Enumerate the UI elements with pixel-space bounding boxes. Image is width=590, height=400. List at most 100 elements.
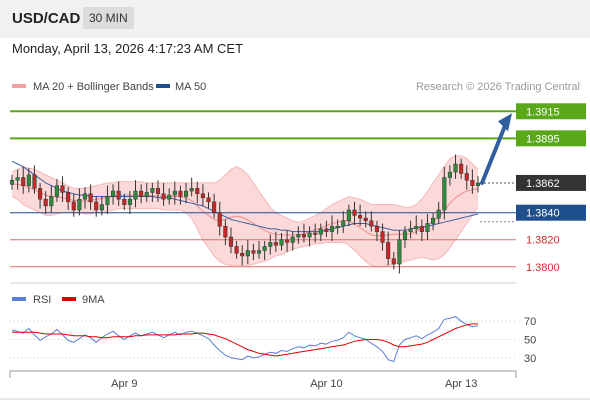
candle-body bbox=[212, 201, 217, 213]
bollinger-fill bbox=[12, 155, 478, 267]
candle bbox=[223, 219, 228, 246]
candle-body bbox=[240, 253, 245, 257]
candle bbox=[206, 192, 211, 209]
candle bbox=[77, 188, 82, 216]
candle-body bbox=[341, 220, 346, 227]
candle-body bbox=[346, 209, 351, 222]
candle bbox=[167, 188, 172, 205]
symbol-title: USD/CAD bbox=[12, 10, 81, 27]
candle-body bbox=[105, 196, 110, 205]
candle bbox=[217, 201, 222, 236]
candle bbox=[21, 166, 26, 194]
candle bbox=[240, 245, 245, 266]
time-tick-label: Apr 10 bbox=[310, 378, 342, 390]
rsi-tick-label: 50 bbox=[524, 335, 536, 347]
candle bbox=[38, 182, 43, 209]
candle bbox=[363, 211, 368, 228]
candle bbox=[464, 165, 469, 190]
rsi-tick-label: 30 bbox=[524, 353, 536, 365]
candle-body bbox=[94, 201, 99, 211]
rsi-panel: 70 50 30 RSI 9MA bbox=[10, 294, 536, 365]
candle bbox=[318, 223, 323, 242]
pivot-label: 1.3840 bbox=[526, 208, 560, 220]
rsi-tick-label: 70 bbox=[524, 316, 536, 328]
support-label: 1.3800 bbox=[526, 262, 560, 274]
candle bbox=[139, 184, 144, 204]
candle bbox=[391, 251, 396, 270]
rsi-ma-line bbox=[12, 323, 478, 357]
candle-body bbox=[88, 193, 93, 203]
bollinger-bands bbox=[11, 155, 479, 268]
candle-body bbox=[116, 190, 121, 200]
candle bbox=[82, 187, 88, 209]
candle bbox=[285, 230, 290, 252]
arrow-shaft bbox=[480, 121, 508, 185]
candle bbox=[329, 215, 335, 242]
candle bbox=[172, 181, 177, 205]
candle bbox=[144, 182, 149, 202]
candle bbox=[341, 211, 346, 233]
candle-body bbox=[313, 232, 318, 235]
candle bbox=[346, 204, 351, 227]
candle bbox=[122, 193, 127, 210]
level-current: 1.3862 bbox=[480, 174, 586, 191]
candle bbox=[105, 185, 110, 215]
candle bbox=[200, 184, 205, 206]
candle bbox=[369, 211, 374, 232]
legend-ma20-label: MA 20 + Bollinger Bands bbox=[33, 81, 154, 93]
candle bbox=[447, 165, 452, 186]
candle-body bbox=[32, 174, 37, 189]
resistance-tag bbox=[516, 130, 586, 147]
candle bbox=[150, 182, 155, 202]
candle-body bbox=[431, 217, 436, 224]
candle-body bbox=[38, 188, 43, 200]
bollinger-upper bbox=[11, 155, 479, 223]
candle-body bbox=[408, 228, 413, 232]
candle-body bbox=[447, 171, 452, 178]
candle-body bbox=[21, 177, 26, 186]
candle bbox=[66, 187, 71, 210]
level-support: 1.3800 bbox=[10, 262, 560, 274]
candle-body bbox=[195, 188, 200, 195]
current-price-label: 1.3862 bbox=[526, 178, 560, 190]
candle bbox=[71, 193, 76, 217]
candle-body bbox=[453, 163, 458, 173]
candle-body bbox=[172, 190, 177, 196]
candle bbox=[111, 184, 116, 205]
legend-rsi-label: RSI bbox=[33, 294, 51, 306]
candle-body bbox=[318, 228, 323, 235]
time-tick-label: Apr 13 bbox=[445, 378, 477, 390]
candle bbox=[324, 220, 329, 238]
candle bbox=[49, 185, 54, 213]
candle bbox=[262, 241, 267, 261]
candle-body bbox=[139, 190, 144, 197]
candle-body bbox=[386, 242, 391, 259]
candle-body bbox=[245, 250, 250, 257]
time-axis: Apr 9 Apr 10 Apr 13 bbox=[0, 370, 590, 400]
candle-body bbox=[161, 193, 166, 200]
candle bbox=[386, 231, 391, 266]
candle-body bbox=[189, 188, 194, 192]
candle-body bbox=[290, 236, 295, 243]
candle-body bbox=[150, 188, 155, 193]
candle-body bbox=[167, 194, 172, 200]
candle bbox=[54, 178, 59, 202]
candle-body bbox=[301, 234, 307, 238]
candle-body bbox=[144, 192, 149, 197]
candle bbox=[43, 191, 48, 215]
timeframe-badge[interactable]: 30 MIN bbox=[83, 7, 134, 29]
legend-9ma-label: 9MA bbox=[82, 294, 105, 306]
main-legend: MA 20 + Bollinger Bands MA 50 Research © 2… bbox=[12, 81, 580, 93]
candle bbox=[453, 154, 458, 179]
resistance-tag bbox=[516, 103, 586, 120]
candle bbox=[251, 243, 256, 261]
forecast-arrow bbox=[480, 113, 512, 185]
candle-body bbox=[425, 223, 430, 232]
candle-body bbox=[234, 246, 239, 254]
candle-body bbox=[436, 209, 441, 219]
legend-ma50-label: MA 50 bbox=[175, 81, 206, 93]
candle-body bbox=[296, 234, 301, 238]
candle bbox=[296, 226, 301, 244]
candle bbox=[374, 220, 379, 242]
